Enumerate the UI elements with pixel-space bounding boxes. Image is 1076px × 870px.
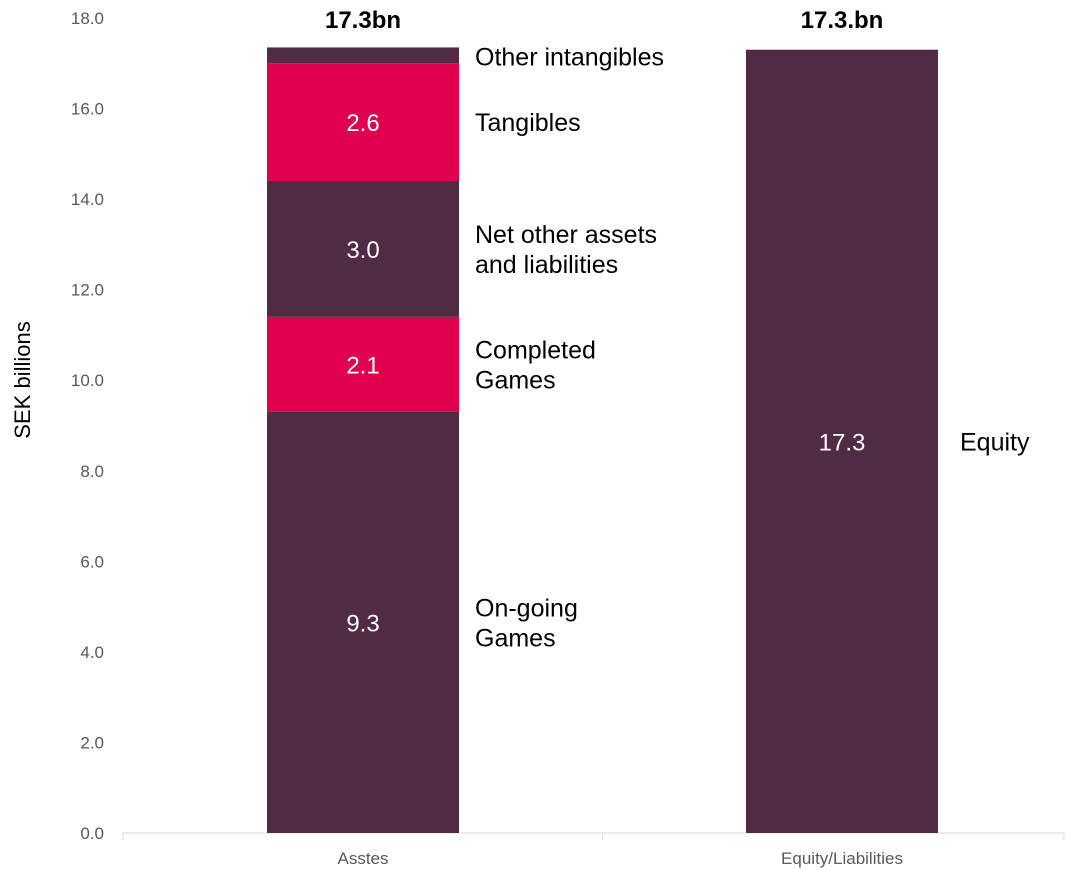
y-tick-label: 6.0 [80, 552, 104, 571]
segment-annotation: Other intangibles [475, 43, 664, 71]
segment-value-label: 3.0 [346, 237, 379, 264]
y-axis-label: SEK billions [10, 321, 35, 438]
y-tick-label: 10.0 [71, 371, 104, 390]
x-category-label: Asstes [337, 849, 388, 868]
x-category-label: Equity/Liabilities [781, 849, 903, 868]
y-tick-label: 2.0 [80, 733, 104, 752]
y-tick-label: 16.0 [71, 100, 104, 119]
y-tick-label: 4.0 [80, 643, 104, 662]
segment-annotation: Equity [960, 428, 1030, 456]
segment-value-label: 2.1 [346, 352, 379, 379]
bar-segment [267, 47, 459, 64]
y-tick-label: 8.0 [80, 462, 104, 481]
labels-layer: 9.3On-goingGames2.1CompletedGames3.0Net … [325, 7, 1030, 652]
bar-segment [267, 181, 459, 317]
bar-segment [746, 49, 938, 833]
bars-layer [267, 47, 938, 833]
y-tick-label: 0.0 [80, 824, 104, 843]
bar-total-label: 17.3.bn [801, 7, 884, 34]
segment-annotation: Games [475, 366, 556, 394]
segment-value-label: 17.3 [819, 429, 866, 456]
segment-value-label: 9.3 [346, 610, 379, 637]
segment-annotation: Tangibles [475, 109, 581, 137]
segment-annotation: Games [475, 624, 556, 652]
y-tick-label: 14.0 [71, 190, 104, 209]
segment-annotation: Net other assets [475, 221, 657, 249]
bar-segment [267, 411, 459, 833]
segment-value-label: 2.6 [346, 110, 379, 137]
bar-total-label: 17.3bn [325, 7, 401, 34]
y-tick-label: 18.0 [71, 9, 104, 28]
axis-layer: 0.0 2.0 4.0 6.0 8.0 10.0 12.0 14.0 16.0 18.0 Asste… [71, 9, 1065, 868]
bar-segment [267, 63, 459, 181]
segment-annotation: Completed [475, 336, 596, 364]
bar-segment [267, 316, 459, 412]
segment-annotation: and liabilities [475, 251, 618, 279]
segment-annotation: On-going [475, 594, 578, 622]
y-tick-label: 12.0 [71, 281, 104, 300]
